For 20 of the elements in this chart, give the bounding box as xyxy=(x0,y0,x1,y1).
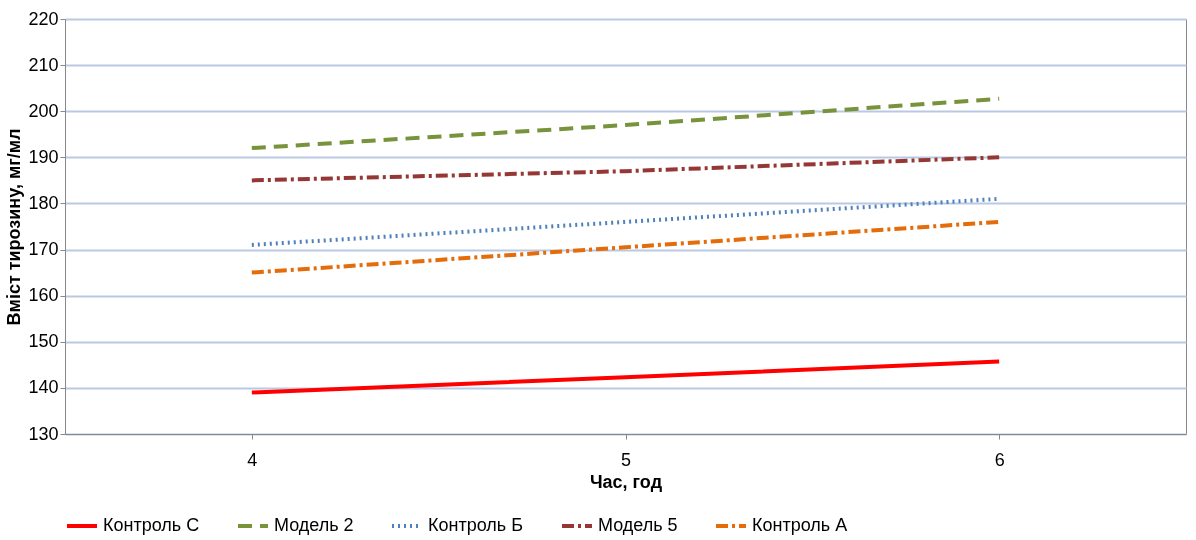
y-tick-label: 200 xyxy=(28,100,59,121)
y-tick-label: 130 xyxy=(28,423,59,444)
legend-label: Контроль А xyxy=(752,515,848,535)
x-tick-label: 5 xyxy=(620,449,632,470)
y-tick-label: 180 xyxy=(28,192,59,213)
legend-label: Контроль Б xyxy=(428,515,524,535)
y-tick-label: 150 xyxy=(28,331,59,352)
y-tick-label: 190 xyxy=(28,146,59,167)
legend-label: Модель 5 xyxy=(598,515,678,535)
x-tick-label: 6 xyxy=(994,449,1005,470)
y-tick-label: 170 xyxy=(28,239,59,260)
y-tick-label: 160 xyxy=(28,285,59,306)
x-tick-label: 4 xyxy=(247,449,258,470)
y-tick-label: 140 xyxy=(28,377,59,398)
y-axis-title: Вміст тирозину, мг/мл xyxy=(4,128,25,326)
x-axis-title: Час, год xyxy=(589,471,663,492)
y-tick-label: 220 xyxy=(28,8,59,29)
y-tick-label: 210 xyxy=(28,54,59,75)
legend-label: Контроль С xyxy=(103,515,200,535)
legend-label: Модель 2 xyxy=(274,515,354,535)
